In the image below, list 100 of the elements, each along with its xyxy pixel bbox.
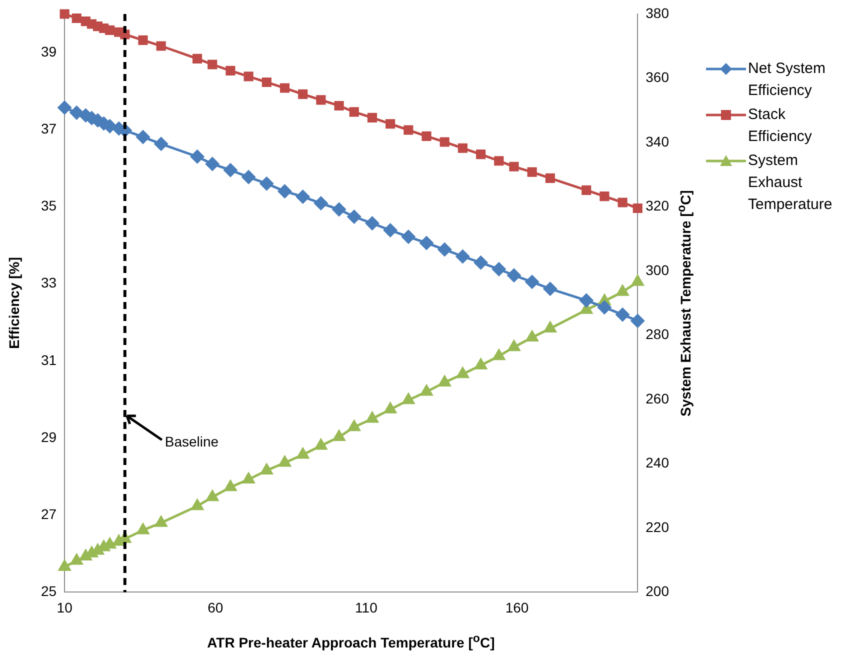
- point: [543, 282, 557, 296]
- point: [440, 137, 450, 147]
- point: [348, 420, 360, 432]
- point: [509, 162, 519, 172]
- point: [136, 130, 150, 144]
- point: [224, 480, 236, 492]
- point: [507, 268, 521, 282]
- y-tick-label: 27: [40, 506, 57, 522]
- point: [600, 192, 610, 202]
- x-tick-label: 60: [208, 599, 224, 616]
- point: [206, 490, 218, 502]
- y2-tick-label: 320: [646, 198, 670, 214]
- point: [616, 285, 629, 296]
- point: [191, 499, 204, 510]
- point: [105, 25, 115, 35]
- y-tick-label: 25: [40, 583, 57, 600]
- point: [618, 198, 628, 208]
- point: [332, 202, 346, 216]
- point: [136, 523, 150, 534]
- y2-tick-label: 260: [646, 390, 670, 406]
- point: [630, 314, 644, 328]
- point: [296, 448, 309, 459]
- point: [156, 41, 166, 51]
- point: [296, 190, 310, 204]
- y-tick-label: 29: [40, 428, 57, 445]
- point: [456, 367, 469, 378]
- point: [154, 137, 168, 151]
- point: [402, 393, 414, 404]
- y2-tick-label: 300: [646, 262, 670, 278]
- point: [384, 402, 396, 414]
- point: [365, 216, 379, 230]
- point: [580, 294, 594, 308]
- point: [333, 430, 346, 442]
- point: [244, 72, 254, 82]
- point: [420, 236, 434, 250]
- y2-tick-label: 380: [646, 4, 670, 21]
- point: [206, 157, 220, 171]
- point: [527, 167, 537, 177]
- point: [298, 89, 308, 99]
- y-tick-label: 33: [40, 274, 57, 291]
- point: [190, 150, 204, 164]
- point: [280, 83, 290, 93]
- point: [632, 203, 642, 214]
- point: [314, 438, 327, 450]
- x-tick-label: 160: [505, 599, 529, 616]
- point: [155, 516, 168, 527]
- point: [278, 184, 292, 198]
- point: [366, 412, 378, 423]
- y2-tick-label: 240: [646, 454, 670, 471]
- point: [334, 100, 344, 111]
- point: [192, 54, 202, 64]
- point: [474, 358, 487, 370]
- point: [58, 560, 71, 571]
- point: [367, 112, 378, 122]
- point: [508, 340, 520, 352]
- point: [476, 150, 486, 160]
- point: [58, 100, 72, 114]
- legend-label: Stack Efficiency: [748, 105, 813, 147]
- point: [260, 176, 274, 190]
- point: [616, 308, 630, 322]
- point: [438, 376, 451, 386]
- point: [456, 250, 470, 264]
- point: [438, 242, 452, 256]
- point: [632, 275, 644, 286]
- y2-tick-label: 280: [646, 326, 670, 342]
- y2-tick-label: 220: [646, 518, 670, 535]
- point: [420, 385, 433, 396]
- point: [598, 300, 612, 314]
- point: [402, 230, 416, 244]
- point: [582, 185, 592, 195]
- point: [544, 322, 556, 332]
- point: [242, 170, 256, 184]
- y2-tick-label: 200: [646, 583, 670, 600]
- point: [349, 107, 359, 117]
- point: [138, 35, 148, 45]
- annotation: Baseline: [164, 434, 219, 450]
- point: [386, 119, 396, 129]
- point: [458, 143, 468, 153]
- point: [422, 131, 432, 141]
- point: [404, 125, 414, 135]
- point: [70, 106, 84, 120]
- x-tick-label: 110: [355, 599, 378, 616]
- point: [545, 173, 555, 183]
- point: [224, 163, 238, 177]
- y-tick-label: 35: [40, 198, 57, 214]
- point: [384, 223, 398, 237]
- x-axis-title: ATR Pre-heater Approach Temperature [$^{o}$C]: [207, 632, 495, 651]
- point: [208, 60, 218, 70]
- point: [72, 13, 82, 24]
- point: [316, 95, 326, 105]
- point: [242, 472, 255, 484]
- point: [494, 156, 504, 166]
- point: [262, 77, 272, 88]
- point: [474, 256, 488, 270]
- point: [70, 554, 83, 565]
- point: [492, 262, 506, 276]
- point: [492, 349, 505, 360]
- y2-tick-label: 340: [646, 133, 670, 150]
- y-tick-label: 31: [40, 352, 57, 368]
- point: [278, 456, 291, 467]
